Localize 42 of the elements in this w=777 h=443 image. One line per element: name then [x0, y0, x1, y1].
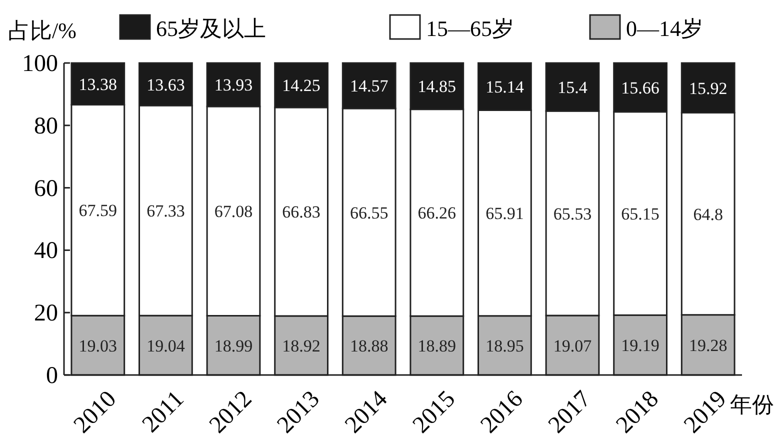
data-label: 18.92: [282, 336, 320, 356]
data-label: 67.33: [146, 202, 185, 221]
data-label: 66.55: [350, 203, 388, 222]
y-axis-title: 占比/%: [8, 18, 76, 43]
data-label: 19.19: [621, 336, 660, 356]
data-label: 15.14: [486, 78, 524, 97]
data-label: 15.66: [621, 78, 660, 98]
data-label: 14.57: [350, 76, 389, 96]
data-label: 66.26: [418, 204, 456, 223]
x-tick-label: 2011: [138, 386, 190, 438]
y-tick-label: 20: [34, 300, 58, 327]
data-label: 67.59: [78, 201, 118, 220]
data-label: 14.25: [282, 76, 320, 96]
data-label: 65.15: [621, 204, 660, 224]
data-label: 67.08: [214, 202, 253, 222]
data-label: 18.89: [418, 336, 456, 356]
y-tick-label: 80: [34, 113, 58, 140]
data-label: 14.85: [418, 77, 456, 96]
legend-label: 15—65岁: [426, 16, 514, 41]
data-label: 13.38: [78, 74, 118, 94]
data-label: 15.4: [558, 78, 588, 98]
x-axis-title: 年份: [730, 392, 774, 417]
legend-label: 65岁及以上: [156, 16, 266, 41]
data-label: 18.95: [486, 336, 524, 356]
data-label: 15.92: [688, 78, 728, 98]
data-label: 13.63: [146, 75, 185, 94]
data-label: 19.04: [146, 336, 186, 356]
data-label: 19.28: [688, 336, 728, 355]
data-label: 65.53: [553, 204, 592, 224]
y-tick-label: 60: [34, 176, 58, 202]
data-label: 18.99: [214, 336, 253, 356]
y-tick-label: 40: [34, 238, 58, 264]
data-label: 19.07: [553, 336, 592, 356]
y-tick-label: 100: [22, 51, 58, 77]
data-label: 13.93: [214, 76, 253, 95]
y-tick-label: 0: [46, 363, 58, 389]
data-label: 64.8: [693, 204, 723, 224]
data-label: 19.03: [78, 336, 118, 356]
data-label: 65.91: [486, 204, 524, 224]
data-label: 18.88: [350, 336, 388, 356]
data-label: 66.83: [282, 202, 320, 222]
legend-label: 0—14岁: [626, 16, 703, 41]
